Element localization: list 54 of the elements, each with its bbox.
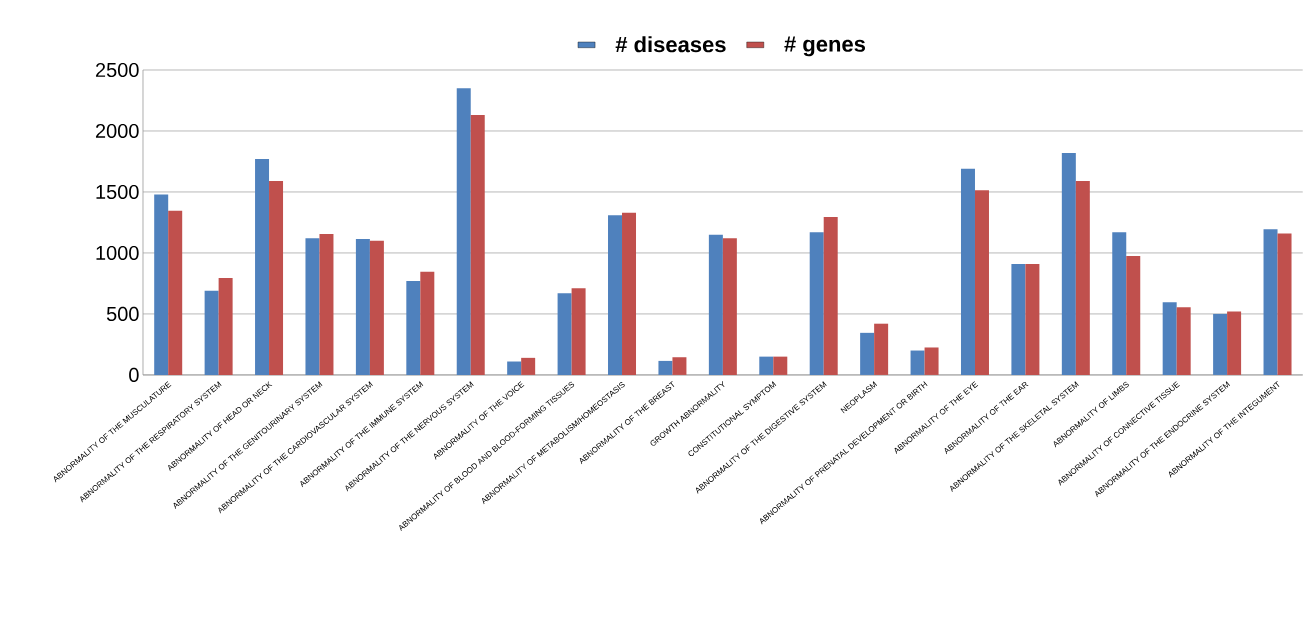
y-tick-label: 2000 <box>95 123 139 139</box>
bar <box>1277 233 1292 375</box>
bar <box>521 357 536 375</box>
bar <box>1011 263 1026 375</box>
bar <box>773 356 788 375</box>
bar <box>622 212 637 375</box>
bar <box>608 215 623 375</box>
y-tick-label: 2500 <box>95 62 139 78</box>
legend-label: # diseases <box>615 36 726 53</box>
bar <box>168 210 183 375</box>
bar <box>218 278 233 375</box>
bar <box>1025 263 1040 375</box>
bar <box>658 360 673 375</box>
y-tick-label: 500 <box>106 306 139 322</box>
y-tick-label: 1000 <box>96 245 139 261</box>
bar <box>1126 256 1141 375</box>
bar <box>557 293 572 375</box>
bar <box>470 115 485 375</box>
bar <box>759 356 774 375</box>
bar <box>1061 152 1076 375</box>
bar <box>722 238 737 375</box>
bar <box>507 361 522 375</box>
y-tick-label: 1500 <box>96 184 139 200</box>
y-tick-label: 0 <box>129 367 139 383</box>
legend-label: # genes <box>784 36 866 57</box>
bar <box>269 181 284 375</box>
bar <box>1162 302 1177 375</box>
bar <box>255 159 270 375</box>
bar <box>672 357 687 375</box>
bar <box>860 332 875 375</box>
bar <box>406 281 421 375</box>
bar <box>874 323 889 375</box>
bar <box>305 238 320 375</box>
bar <box>1112 232 1127 375</box>
bar <box>910 350 925 375</box>
bar <box>1075 181 1090 375</box>
bar <box>1213 314 1228 375</box>
bar <box>924 347 939 375</box>
bar <box>1263 229 1278 375</box>
bar <box>369 240 384 375</box>
bar <box>960 168 975 375</box>
bar <box>355 238 370 375</box>
bar <box>204 290 219 375</box>
bar <box>154 194 169 375</box>
bar <box>319 234 334 375</box>
bar <box>420 271 435 375</box>
bar <box>809 232 824 375</box>
bar <box>823 217 838 375</box>
bar <box>974 190 989 375</box>
bar <box>1176 307 1191 375</box>
bar <box>708 234 723 375</box>
bar <box>571 288 586 375</box>
bar <box>1227 311 1242 375</box>
bar <box>456 88 471 375</box>
